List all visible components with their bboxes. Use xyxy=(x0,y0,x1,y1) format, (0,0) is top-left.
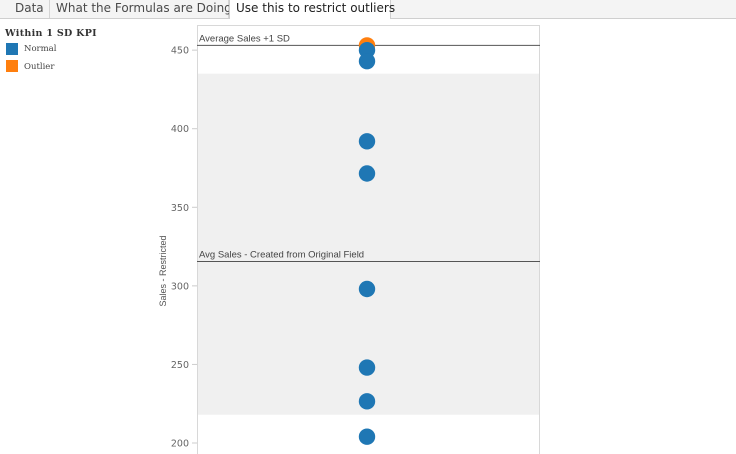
legend-title: Within 1 SD KPI xyxy=(5,28,97,39)
tab-label: What the Formulas are Doing xyxy=(56,1,232,15)
legend-label-outlier: Outlier xyxy=(24,62,55,72)
data-point xyxy=(358,133,376,150)
legend-swatch-normal xyxy=(6,43,18,55)
data-point xyxy=(358,165,376,182)
y-tick-label: 400 xyxy=(171,124,189,135)
y-tick-label: 350 xyxy=(171,203,189,214)
legend-label-normal: Normal xyxy=(24,44,57,54)
sd-band xyxy=(197,73,539,415)
y-tick-label: 250 xyxy=(171,360,189,371)
tab-what-the-formulas-are-doing[interactable]: What the Formulas are Doing xyxy=(50,0,232,18)
legend-item-normal[interactable]: Normal xyxy=(5,42,97,61)
data-point xyxy=(358,280,376,298)
y-tick-label: 200 xyxy=(171,439,189,450)
data-point xyxy=(358,52,376,70)
y-axis-title: Sales - Restricted xyxy=(158,235,168,306)
data-point xyxy=(358,428,376,445)
y-tick-label: 300 xyxy=(171,281,189,292)
tab-data[interactable]: Data xyxy=(9,0,50,18)
tab-label: Use this to restrict outliers xyxy=(236,1,396,15)
legend-swatch-outlier xyxy=(6,60,18,72)
tab-use-this-to-restrict-outliers[interactable]: Use this to restrict outliers xyxy=(229,0,395,19)
legend-item-outlier[interactable]: Outlier xyxy=(5,60,97,79)
reference-line-label: Avg Sales - Created from Original Field xyxy=(199,250,364,261)
sheet-tab-bar: Data What the Formulas are Doing Use thi… xyxy=(0,0,736,19)
data-point xyxy=(358,393,376,410)
data-point xyxy=(358,359,376,376)
color-legend: Within 1 SD KPI Normal Outlier xyxy=(5,28,97,79)
reference-line-label: Average Sales +1 SD xyxy=(199,33,290,44)
tab-label: Data xyxy=(15,1,44,15)
y-tick-label: 450 xyxy=(171,46,189,57)
